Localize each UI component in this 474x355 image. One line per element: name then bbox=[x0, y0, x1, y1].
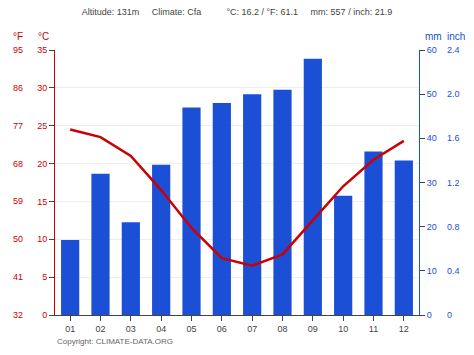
svg-text:95: 95 bbox=[13, 45, 23, 55]
svg-text:35: 35 bbox=[37, 45, 47, 55]
svg-text:2.4: 2.4 bbox=[447, 45, 460, 55]
svg-text:04: 04 bbox=[156, 324, 166, 334]
svg-text:0.8: 0.8 bbox=[447, 222, 460, 232]
svg-text:07: 07 bbox=[247, 324, 257, 334]
svg-text:°C: °C bbox=[38, 31, 49, 42]
svg-text:01: 01 bbox=[65, 324, 75, 334]
svg-text:0: 0 bbox=[447, 310, 452, 320]
svg-text:03: 03 bbox=[126, 324, 136, 334]
svg-text:59: 59 bbox=[13, 196, 23, 206]
svg-text:50: 50 bbox=[427, 89, 437, 99]
svg-text:0: 0 bbox=[427, 310, 432, 320]
svg-text:20: 20 bbox=[427, 222, 437, 232]
svg-text:32: 32 bbox=[13, 310, 23, 320]
svg-text:08: 08 bbox=[277, 324, 287, 334]
svg-text:30: 30 bbox=[37, 83, 47, 93]
svg-text:1.2: 1.2 bbox=[447, 178, 460, 188]
svg-text:30: 30 bbox=[427, 178, 437, 188]
svg-text:Copyright: CLIMATE-DATA.ORG: Copyright: CLIMATE-DATA.ORG bbox=[57, 337, 173, 346]
svg-text:0: 0 bbox=[42, 310, 47, 320]
svg-text:inch: inch bbox=[447, 31, 465, 42]
svg-text:09: 09 bbox=[308, 324, 318, 334]
svg-text:°F: °F bbox=[13, 31, 23, 42]
svg-text:86: 86 bbox=[13, 83, 23, 93]
svg-text:10: 10 bbox=[37, 234, 47, 244]
svg-text:12: 12 bbox=[399, 324, 409, 334]
svg-text:50: 50 bbox=[13, 234, 23, 244]
svg-text:5: 5 bbox=[42, 272, 47, 282]
svg-text:05: 05 bbox=[186, 324, 196, 334]
svg-text:02: 02 bbox=[95, 324, 105, 334]
svg-text:60: 60 bbox=[427, 45, 437, 55]
svg-text:40: 40 bbox=[427, 133, 437, 143]
svg-text:10: 10 bbox=[338, 324, 348, 334]
svg-text:11: 11 bbox=[369, 324, 378, 334]
svg-text:10: 10 bbox=[427, 266, 437, 276]
svg-text:41: 41 bbox=[13, 272, 23, 282]
svg-text:77: 77 bbox=[13, 121, 23, 131]
svg-text:06: 06 bbox=[217, 324, 227, 334]
svg-text:68: 68 bbox=[13, 159, 23, 169]
svg-text:1.6: 1.6 bbox=[447, 133, 460, 143]
svg-text:2.0: 2.0 bbox=[447, 89, 460, 99]
svg-text:15: 15 bbox=[37, 197, 47, 207]
svg-text:mm: mm bbox=[425, 31, 442, 42]
svg-text:0.4: 0.4 bbox=[447, 266, 460, 276]
svg-text:Altitude: 131m Climate: Cf: Altitude: 131m Climate: Cfa °C: 16.2 / °… bbox=[82, 7, 392, 17]
svg-text:20: 20 bbox=[37, 159, 47, 169]
svg-text:25: 25 bbox=[37, 121, 47, 131]
